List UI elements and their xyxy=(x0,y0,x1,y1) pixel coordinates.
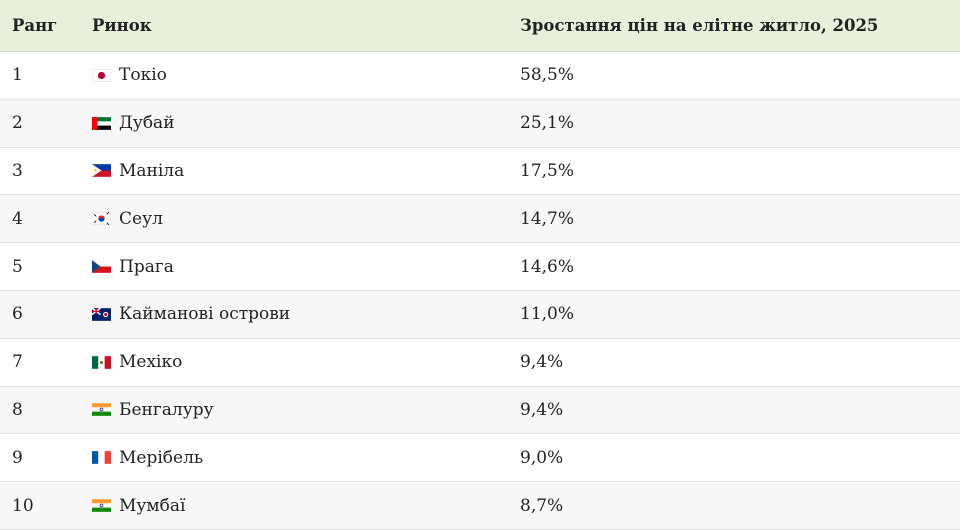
flag xyxy=(92,68,111,82)
market-cell: Прага xyxy=(92,257,520,277)
header-cell: Ранг xyxy=(12,16,58,35)
market-cell: Маніла xyxy=(92,161,520,181)
flag xyxy=(92,116,111,130)
growth: 58,5% xyxy=(520,65,575,86)
table-row: 7 Мехіко 9,4% xyxy=(0,339,960,387)
growth: 9,0% xyxy=(520,447,564,468)
market: Мехіко xyxy=(119,352,183,373)
header-cell: Зростання цін на елітне житло, 2025 xyxy=(520,16,879,35)
flag xyxy=(92,451,111,465)
market-cell: Мехіко xyxy=(92,352,520,372)
market-cell: Сеул xyxy=(92,209,520,229)
rank: 1 xyxy=(12,65,23,86)
market-cell: Дубай xyxy=(92,113,520,133)
growth: 14,6% xyxy=(520,256,575,277)
flag xyxy=(92,499,111,512)
table-row: 4 Сеул 14,7% xyxy=(0,195,960,244)
growth: 25,1% xyxy=(520,113,575,134)
rank: 4 xyxy=(12,208,23,229)
flag xyxy=(92,355,111,369)
table-row: 6 Кайманові острови 11,0% xyxy=(0,290,960,339)
market: Дубай xyxy=(119,113,175,134)
flag xyxy=(92,403,111,417)
market-cell: Токіо xyxy=(92,65,520,85)
table-row: 3 Маніла 17,5% xyxy=(0,148,960,196)
header-row: Ранг Ринок Зростання цін на елітне житло… xyxy=(0,0,960,52)
flag xyxy=(92,307,111,321)
market: Прага xyxy=(119,256,174,277)
rank: 7 xyxy=(12,352,23,373)
table-row: 1 Токіо 58,5% xyxy=(0,52,960,100)
table-row: 5 Прага 14,6% xyxy=(0,243,960,291)
table-row: 8 Бенгалуру 9,4% xyxy=(0,386,960,435)
growth: 8,7% xyxy=(520,495,564,516)
rank: 6 xyxy=(12,304,23,325)
header-cell: Ринок xyxy=(92,16,152,35)
growth: 14,7% xyxy=(520,208,575,229)
market-cell: Мумбаї xyxy=(92,496,520,516)
rank: 5 xyxy=(12,256,23,277)
market: Токіо xyxy=(119,65,167,86)
growth: 9,4% xyxy=(520,352,564,373)
market: Сеул xyxy=(119,208,163,229)
growth: 11,0% xyxy=(520,304,575,325)
table-row: 10 Мумбаї 8,7% xyxy=(0,482,960,530)
market: Кайманові острови xyxy=(119,304,291,325)
market: Мумбаї xyxy=(119,495,186,516)
flag xyxy=(92,212,111,226)
rank: 8 xyxy=(12,399,23,420)
table-row: 9 Мерібель 9,0% xyxy=(0,434,960,483)
rank: 10 xyxy=(12,495,34,516)
market-cell: Мерібель xyxy=(92,448,520,468)
rank: 3 xyxy=(12,160,23,181)
rank: 9 xyxy=(12,447,23,468)
market: Мерібель xyxy=(119,447,204,468)
market: Бенгалуру xyxy=(119,399,214,420)
flag xyxy=(92,260,111,273)
table-row: 2 Дубай 25,1% xyxy=(0,99,960,148)
growth: 9,4% xyxy=(520,399,564,420)
growth: 17,5% xyxy=(520,160,575,181)
market: Маніла xyxy=(119,160,185,181)
market-cell: Бенгалуру xyxy=(92,400,520,420)
market-cell: Кайманові острови xyxy=(92,304,520,324)
flag xyxy=(92,164,111,178)
rank: 2 xyxy=(12,113,23,134)
